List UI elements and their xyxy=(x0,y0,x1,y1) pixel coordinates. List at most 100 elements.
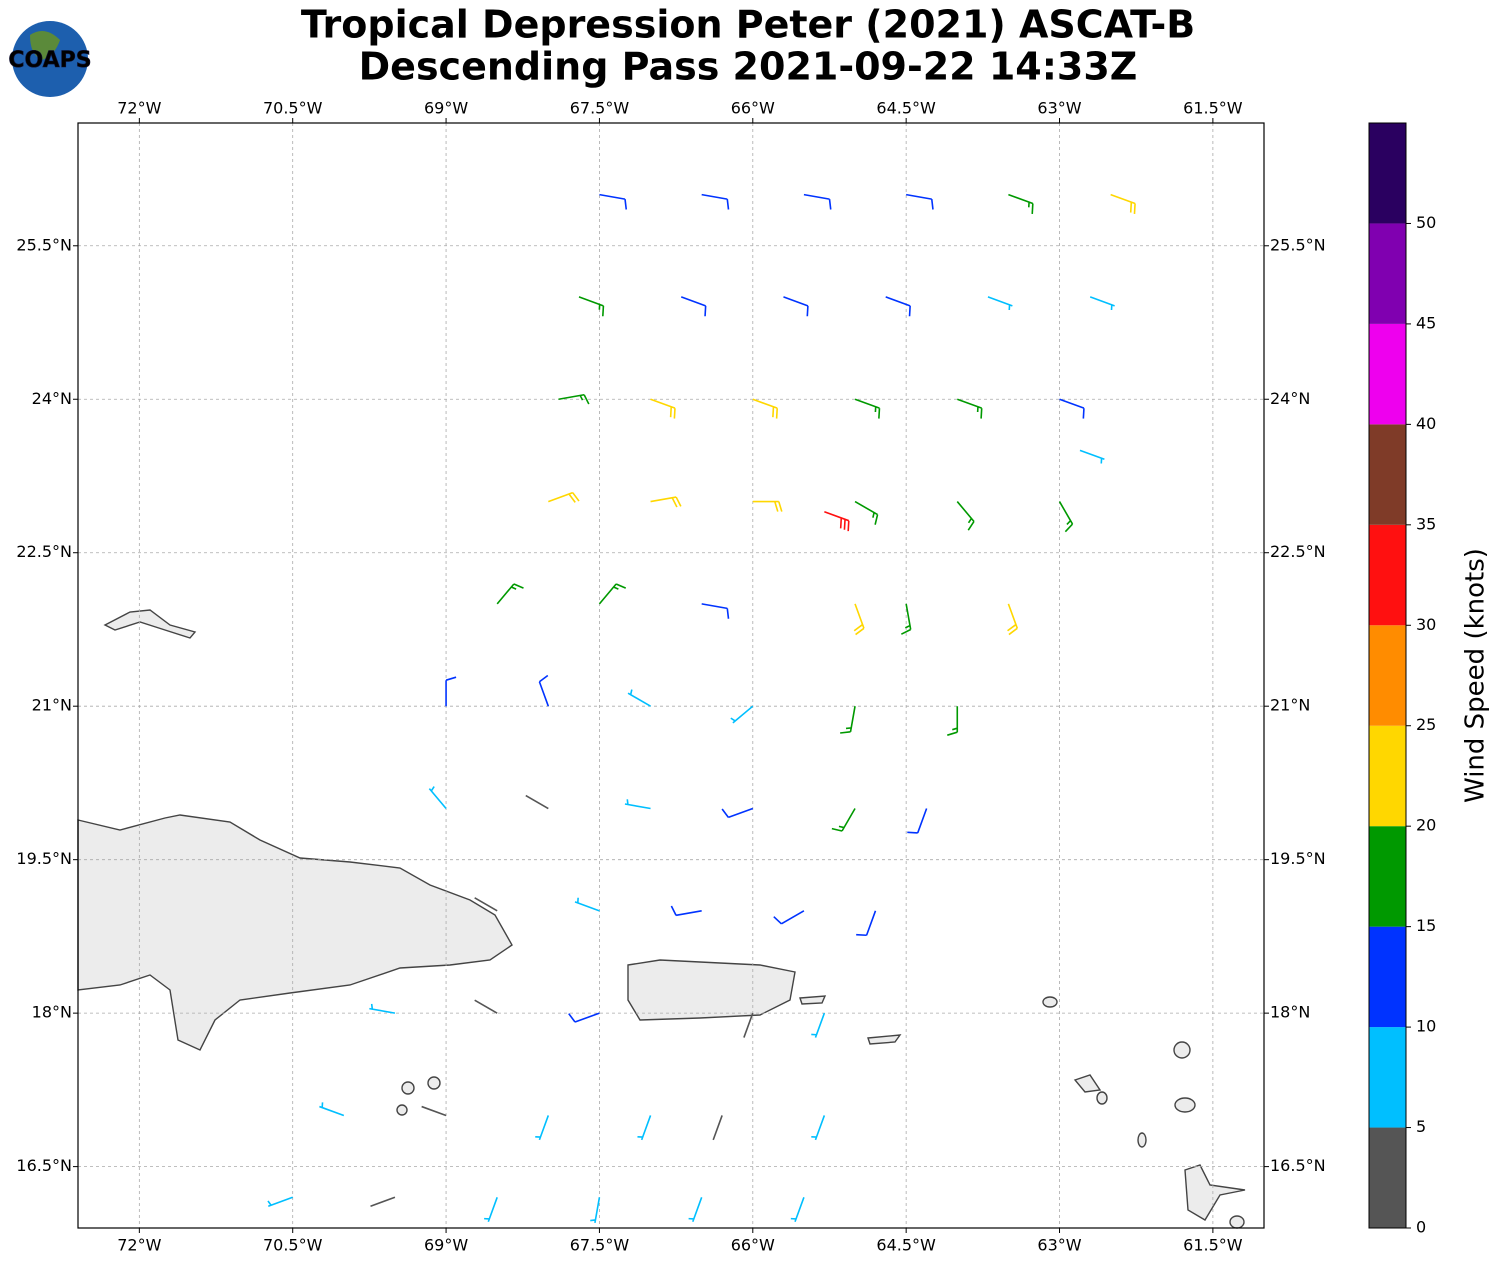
wind-barb xyxy=(578,296,605,317)
wind-barb xyxy=(957,398,983,419)
island xyxy=(1073,1074,1102,1093)
y-tick-label: 19.5°N xyxy=(1270,849,1326,868)
logo-text: COAPS xyxy=(8,48,91,73)
colorbar-bin xyxy=(1369,223,1406,324)
wind-barb xyxy=(370,1196,396,1207)
wind-barb xyxy=(956,501,975,531)
land xyxy=(77,609,1246,1229)
x-tick-label: 61.5°W xyxy=(1183,1236,1243,1255)
wind-barb xyxy=(680,296,707,317)
wind-barb xyxy=(730,705,754,724)
island xyxy=(1137,1132,1147,1148)
y-tick-label: 22.5°N xyxy=(1270,542,1326,561)
wind-barb xyxy=(445,676,457,707)
wind-barb xyxy=(1110,193,1136,214)
wind-barb xyxy=(496,583,524,605)
island xyxy=(1042,996,1058,1008)
wind-barb xyxy=(831,808,856,832)
wind-barb xyxy=(1089,296,1115,311)
wind-barb xyxy=(474,897,498,912)
island xyxy=(867,1034,902,1045)
island xyxy=(799,995,827,1005)
wind-barb xyxy=(790,1197,805,1223)
colorbar-bin xyxy=(1369,123,1406,224)
colorbar-label: Wind Speed (knots) xyxy=(1461,548,1491,803)
wind-barb xyxy=(525,794,549,810)
colorbar-tick-label: 5 xyxy=(1416,1117,1426,1136)
wind-barb xyxy=(854,398,881,419)
x-tick-label: 67.5°W xyxy=(570,99,630,118)
wind-barb xyxy=(811,1012,826,1038)
y-tick-label: 18°N xyxy=(1270,1003,1310,1022)
colorbar-tick-label: 50 xyxy=(1416,213,1436,232)
wind-barb xyxy=(267,1196,293,1207)
x-tick-label: 63°W xyxy=(1037,99,1081,118)
colorbar-tick-label: 30 xyxy=(1416,615,1436,634)
wind-barb xyxy=(1059,398,1085,419)
wind-barb xyxy=(701,193,730,210)
x-tick-label: 66°W xyxy=(731,1236,775,1255)
wind-barb xyxy=(900,603,912,635)
y-tick-label: 16.5°N xyxy=(1270,1156,1326,1175)
colorbar-tick-label: 25 xyxy=(1416,715,1436,734)
x-tick-label: 66°W xyxy=(731,99,775,118)
wind-barb xyxy=(853,603,865,636)
y-tick-label: 22.5°N xyxy=(16,542,72,561)
wind-barb xyxy=(803,193,832,210)
x-tick-label: 64.5°W xyxy=(876,99,936,118)
colorbar-tick-label: 35 xyxy=(1416,514,1436,533)
x-tick-label: 64.5°W xyxy=(876,1236,936,1255)
wind-barb xyxy=(906,193,934,210)
colorbar-frame xyxy=(1368,122,1407,1229)
x-tick-label: 72°W xyxy=(117,1236,161,1255)
wind-barb xyxy=(701,603,730,619)
y-tick-label: 24°N xyxy=(1270,389,1310,408)
wind-barb xyxy=(650,496,682,508)
colorbar-tick-label: 10 xyxy=(1416,1017,1436,1036)
logo: COAPS xyxy=(8,21,92,97)
y-tick-label: 25.5°N xyxy=(1270,235,1326,254)
colorbar-tick-label: 15 xyxy=(1416,916,1436,935)
wind-barb xyxy=(712,1115,723,1141)
hispaniola xyxy=(77,814,513,1051)
y-tick-label: 24°N xyxy=(32,389,72,408)
wind-barb xyxy=(1079,449,1105,464)
colorbar-tick-label: 20 xyxy=(1416,816,1436,835)
island xyxy=(1173,1041,1191,1059)
wind-barb xyxy=(670,905,702,917)
wind-barb xyxy=(783,296,809,317)
wind-barb xyxy=(721,807,754,819)
island xyxy=(1174,1097,1196,1113)
y-tick-label: 21°N xyxy=(32,696,72,715)
y-tick-label: 16.5°N xyxy=(16,1156,72,1175)
wind-barb xyxy=(1007,603,1019,636)
wind-barb xyxy=(568,1012,600,1023)
colorbar-bin xyxy=(1369,1027,1406,1128)
y-tick-label: 21°N xyxy=(1270,696,1310,715)
wind-barb xyxy=(428,786,447,810)
y-tick-label: 19.5°N xyxy=(16,849,72,868)
wind-barb xyxy=(885,296,911,317)
wind-barb xyxy=(987,296,1013,311)
wind-barb xyxy=(1058,501,1074,533)
wind-barb xyxy=(637,1115,652,1141)
wind-barb xyxy=(752,398,779,419)
colorbar-bin xyxy=(1369,625,1406,726)
wind-barb xyxy=(474,999,498,1014)
wind-barb xyxy=(484,1197,498,1223)
colorbar-bin xyxy=(1369,1127,1406,1228)
x-tick-label: 61.5°W xyxy=(1183,99,1243,118)
wind-barb xyxy=(319,1102,345,1117)
logo-land xyxy=(30,31,60,60)
wind-barb xyxy=(1008,193,1034,214)
wind-barb xyxy=(599,193,628,210)
island xyxy=(427,1076,441,1090)
wind-barb xyxy=(811,1115,826,1141)
x-tick-label: 70.5°W xyxy=(263,99,323,118)
wind-barb xyxy=(421,1105,447,1117)
island xyxy=(1096,1091,1108,1105)
colorbar-tick-label: 0 xyxy=(1416,1218,1426,1237)
wind-barb xyxy=(688,1197,703,1223)
